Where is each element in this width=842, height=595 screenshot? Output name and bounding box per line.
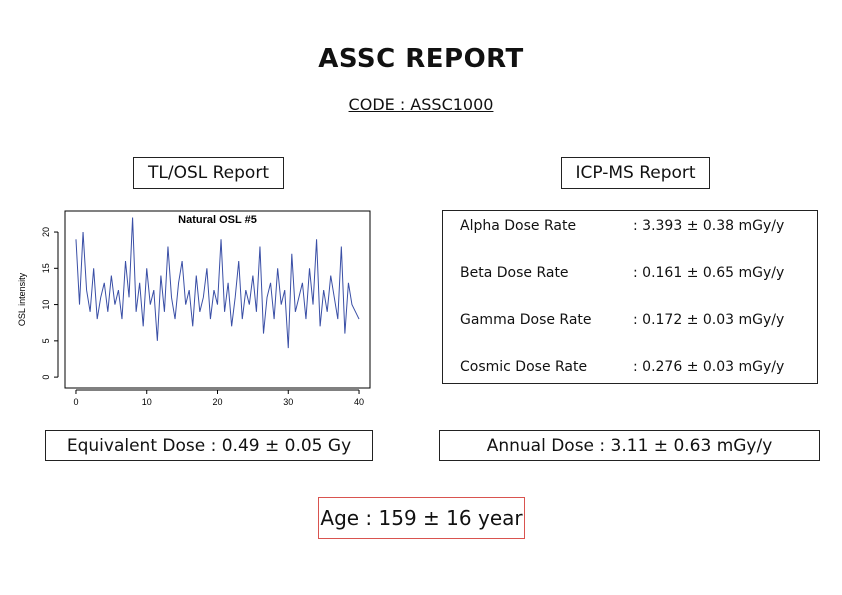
y-axis-label: OSL intensity: [17, 272, 27, 326]
x-tick-label: 0: [73, 397, 78, 407]
dose-rate-label: Alpha Dose Rate: [460, 218, 577, 234]
osl-chart: Natural OSL #5 OSL intensity 0 10 20 30 40 0 5 10…: [17, 210, 371, 407]
x-tick-label: 20: [212, 397, 222, 407]
age-result: Age : 159 ± 16 year: [318, 497, 525, 539]
dose-rate-label: Gamma Dose Rate: [460, 312, 592, 328]
dose-rate-value: : 0.172 ± 0.03 mGy/y: [633, 312, 785, 328]
equivalent-dose: Equivalent Dose : 0.49 ± 0.05 Gy: [45, 430, 373, 461]
y-tick-label: 10: [41, 300, 51, 310]
section-heading: TL/OSL Report: [133, 157, 284, 189]
section-heading: ICP-MS Report: [561, 157, 710, 189]
x-tick-label: 30: [283, 397, 293, 407]
dose-rate-value: : 0.276 ± 0.03 mGy/y: [633, 359, 785, 375]
report-title: ASSC REPORT: [318, 44, 524, 74]
dose-rate-value: : 0.161 ± 0.65 mGy/y: [633, 265, 785, 281]
y-tick-label: 5: [41, 338, 51, 343]
dose-rate-value: : 3.393 ± 0.38 mGy/y: [633, 218, 785, 234]
x-tick-label: 40: [354, 397, 364, 407]
plot-frame: [64, 210, 371, 389]
y-tick-label: 0: [41, 375, 51, 380]
y-tick-label: 15: [41, 263, 51, 273]
dose-rate-label: Cosmic Dose Rate: [460, 359, 588, 375]
report-code: CODE : ASSC1000: [348, 95, 494, 114]
dose-rate-label: Beta Dose Rate: [460, 265, 569, 281]
y-tick-label: 20: [41, 227, 51, 237]
chart-title: Natural OSL #5: [178, 214, 257, 226]
osl-line: [75, 217, 360, 349]
annual-dose: Annual Dose : 3.11 ± 0.63 mGy/y: [439, 430, 820, 461]
dose-rate-table: Alpha Dose Rate : 3.393 ± 0.38 mGy/y Beta …: [442, 210, 818, 384]
x-tick-label: 10: [142, 397, 152, 407]
